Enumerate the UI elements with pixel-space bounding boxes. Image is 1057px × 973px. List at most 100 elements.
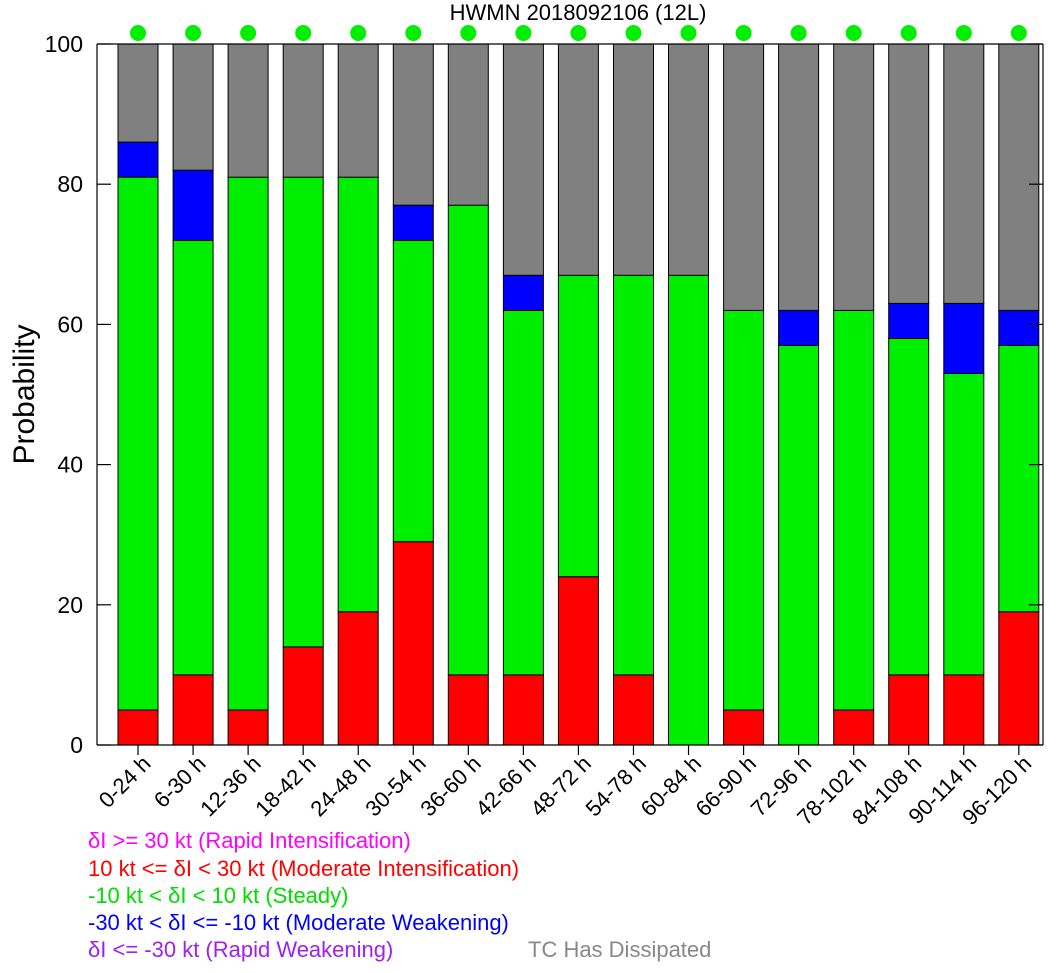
status-marker	[185, 25, 202, 41]
x-tick-label: 60-84 h	[636, 751, 706, 821]
bar-segment-dissipated	[172, 43, 214, 171]
bar-segment-moderate-intensification	[998, 611, 1040, 746]
bar-segment-moderate-intensification	[557, 576, 599, 746]
bar-segment-moderate-intensification	[943, 674, 985, 746]
bar-segment-dissipated	[392, 43, 434, 206]
x-tick-label: 30-54 h	[360, 751, 430, 821]
status-marker	[900, 25, 917, 41]
bar-segment-dissipated	[502, 43, 544, 276]
status-marker	[295, 25, 312, 41]
bar-segment-dissipated	[227, 43, 269, 178]
status-marker	[680, 25, 697, 41]
bar-segment-moderate-weakening	[172, 169, 214, 241]
status-marker	[1010, 25, 1027, 41]
status-marker	[405, 25, 422, 41]
bar-segment-moderate-intensification	[392, 541, 434, 746]
legend-item-rapid-weakening: δI <= -30 kt (Rapid Weakening)	[88, 937, 394, 962]
status-marker	[735, 25, 752, 41]
bar-segment-steady	[557, 274, 599, 578]
bar-segment-steady	[227, 176, 269, 711]
bar-segment-dissipated	[998, 43, 1040, 311]
x-tick-label: 18-42 h	[250, 751, 320, 821]
bar-segment-moderate-intensification	[282, 646, 324, 746]
bar-segment-steady	[447, 204, 489, 676]
bar-segment-steady	[998, 344, 1040, 613]
bar-segment-steady	[778, 344, 820, 746]
x-tick-label: 12-36 h	[195, 751, 265, 821]
bar-segment-dissipated	[888, 43, 930, 304]
x-tick-label: 48-72 h	[526, 751, 596, 821]
bar-segment-steady	[833, 309, 875, 711]
legend-item-moderate-intensification: 10 kt <= δI < 30 kt (Moderate Intensific…	[88, 856, 520, 881]
bar-segment-moderate-weakening	[943, 302, 985, 374]
status-marker	[570, 25, 587, 41]
x-tick-label: 42-66 h	[470, 751, 540, 821]
bar-segment-dissipated	[943, 43, 985, 304]
status-marker	[955, 25, 972, 41]
bar-segment-steady	[172, 239, 214, 676]
bar-segment-steady	[668, 274, 709, 746]
bar-segment-dissipated	[337, 43, 379, 178]
y-tick-label: 40	[57, 452, 83, 478]
bar-segment-steady	[723, 309, 765, 711]
bar-segment-moderate-intensification	[117, 709, 159, 746]
bar-segment-moderate-intensification	[447, 674, 489, 746]
y-axis-label: Probability	[8, 324, 41, 464]
y-tick-label: 20	[57, 592, 83, 618]
bar-segment-steady	[613, 274, 654, 676]
bar-segment-dissipated	[613, 43, 654, 276]
bar-segment-dissipated	[447, 43, 489, 206]
status-marker	[240, 25, 257, 41]
bar-segment-dissipated	[723, 43, 765, 311]
bar-segment-moderate-intensification	[227, 709, 269, 746]
y-tick-label: 100	[45, 31, 83, 57]
bar-segment-moderate-weakening	[888, 302, 930, 339]
status-marker	[515, 25, 532, 41]
bar-segment-moderate-intensification	[833, 709, 875, 746]
bar-segment-moderate-weakening	[117, 141, 159, 178]
bar-segment-moderate-weakening	[502, 274, 544, 311]
bar-segment-dissipated	[778, 43, 820, 311]
bar-segment-dissipated	[833, 43, 875, 311]
bar-segment-moderate-intensification	[172, 674, 214, 746]
legend-item-dissipated: TC Has Dissipated	[528, 937, 712, 962]
bar-segment-moderate-intensification	[613, 674, 654, 746]
bar-segment-steady	[943, 373, 985, 676]
bar-segment-steady	[888, 337, 930, 676]
bar-segment-steady	[392, 239, 434, 543]
status-marker	[845, 25, 862, 41]
y-tick-label: 80	[57, 171, 83, 197]
y-tick-label: 0	[70, 732, 83, 758]
x-tick-label: 54-78 h	[581, 751, 651, 821]
y-tick-label: 60	[57, 311, 83, 337]
legend-item-moderate-weakening: -30 kt < δI <= -10 kt (Moderate Weakenin…	[88, 910, 509, 935]
bar-segment-moderate-weakening	[392, 204, 434, 241]
legend-item-steady: -10 kt < δI < 10 kt (Steady)	[88, 883, 349, 908]
bar-segment-steady	[117, 176, 159, 711]
status-marker	[790, 25, 807, 41]
bar-segment-moderate-intensification	[337, 611, 379, 746]
status-marker	[460, 25, 477, 41]
bar-segment-steady	[502, 309, 544, 676]
status-marker	[625, 25, 642, 41]
x-tick-label: 36-60 h	[415, 751, 485, 821]
bar-segment-moderate-weakening	[998, 309, 1040, 346]
bar-segment-dissipated	[117, 43, 159, 143]
bar-segment-dissipated	[668, 43, 709, 276]
bar-segment-steady	[337, 176, 379, 613]
status-marker	[350, 25, 367, 41]
bar-segment-dissipated	[557, 43, 599, 276]
x-tick-label: 66-90 h	[691, 751, 761, 821]
bar-segment-dissipated	[282, 43, 324, 178]
bar-segment-moderate-weakening	[778, 309, 820, 346]
legend-item-rapid-intensification: δI >= 30 kt (Rapid Intensification)	[88, 828, 411, 853]
bar-segment-moderate-intensification	[888, 674, 930, 746]
x-tick-label: 0-24 h	[94, 751, 156, 813]
bar-segment-moderate-intensification	[502, 674, 544, 746]
x-tick-label: 24-48 h	[305, 751, 375, 821]
bar-segment-steady	[282, 176, 324, 648]
status-marker	[130, 25, 146, 41]
bar-segment-moderate-intensification	[723, 709, 765, 746]
